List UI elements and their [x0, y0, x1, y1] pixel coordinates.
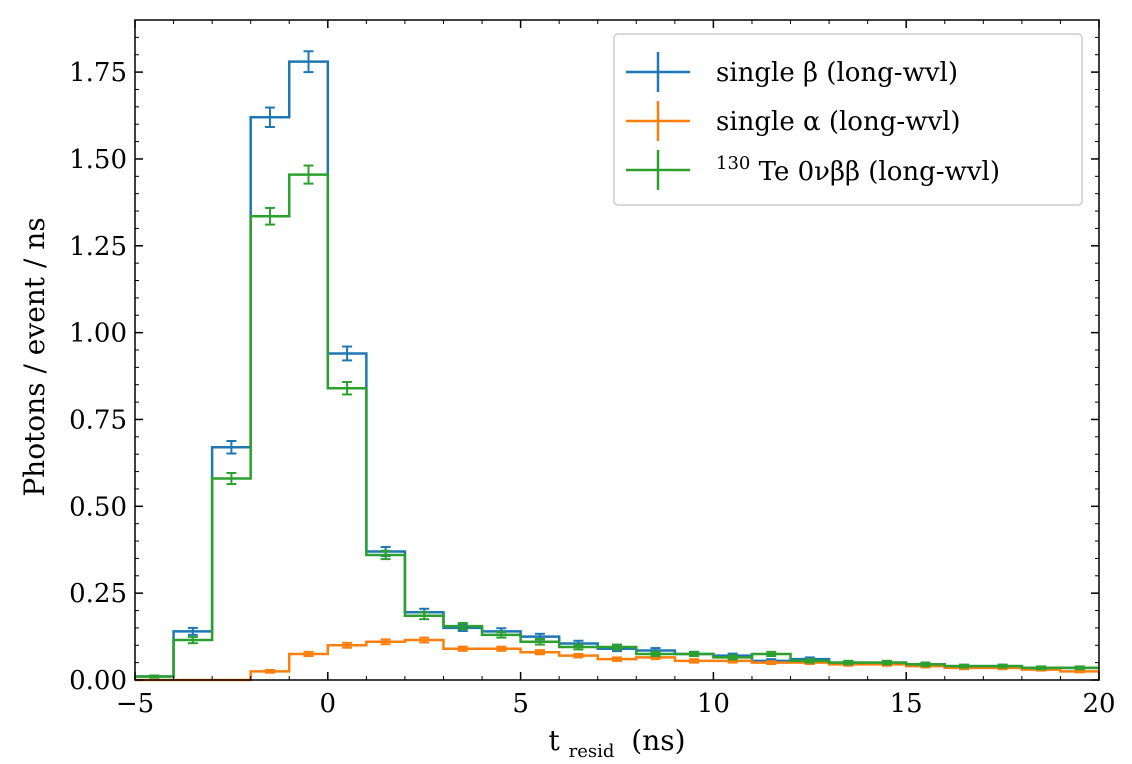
x-tick-label: 20	[1082, 689, 1115, 719]
y-tick-label: 0.00	[69, 666, 127, 696]
x-tick-label: 15	[890, 689, 923, 719]
series-2-errorbar-2	[226, 471, 237, 486]
series-2-errorbar-12	[612, 643, 622, 651]
x-axis-label-main: t	[548, 724, 560, 757]
series-1-errorbar-10	[534, 649, 545, 656]
series-2-errorbar-9	[496, 631, 507, 639]
series-1-errorbar-12	[612, 656, 622, 662]
series-1-errorbar-11	[573, 652, 584, 659]
y-tick-label: 0.50	[69, 492, 127, 522]
x-tick-label: −5	[116, 689, 154, 719]
series-1-errorbar-24	[1074, 669, 1085, 674]
series-2	[135, 164, 1099, 679]
plot-area	[135, 50, 1099, 682]
series-1-errorbar-3	[264, 668, 275, 674]
legend-label-beta: single β (long-wvl)	[716, 58, 958, 88]
y-tick-label: 1.00	[69, 319, 127, 349]
series-2-errorbar-4	[303, 164, 314, 185]
series-2-errorbar-8	[457, 622, 468, 631]
legend-label-te130-text: Te 0νββ (long-wvl)	[759, 157, 1000, 187]
legend: single β (long-wvl) single α (long-wvl) …	[613, 33, 1083, 206]
series-0-errorbar-2	[226, 440, 237, 455]
series-2-errorbar-3	[264, 206, 275, 226]
series-1-errorbar-6	[380, 638, 391, 646]
x-axis-label-subscript: resid	[569, 741, 615, 762]
x-tick-label: 0	[320, 689, 337, 719]
legend-label-te130-sup: 130	[716, 153, 750, 174]
series-0-errorbar-3	[264, 106, 275, 128]
series-2-errorbar-11	[573, 643, 584, 651]
legend-label-alpha: single α (long-wvl)	[716, 107, 961, 137]
y-tick-label: 1.50	[69, 145, 127, 175]
series-2-errorbar-21	[959, 663, 970, 669]
series-1-errorbar-8	[457, 645, 468, 652]
series-2-errorbar-18	[843, 659, 854, 666]
legend-entry-alpha: single α (long-wvl)	[626, 101, 961, 141]
series-2-errorbar-5	[342, 380, 353, 396]
series-0-errorbar-5	[342, 345, 353, 362]
series-2-errorbar-19	[881, 659, 892, 666]
series-1-errorbar-4	[303, 650, 314, 658]
axes: −5 0 5 10 15 20 0.00 0.25 0.50 0.75 1.00 1.25 1.50 1.…	[69, 19, 1116, 719]
y-tick-label: 0.25	[69, 579, 127, 609]
series-2-errorbar-22	[997, 663, 1008, 669]
series-1-errorbar-5	[342, 641, 353, 649]
series-2-errorbar-23	[1036, 665, 1047, 671]
series-1-errorbar-14	[689, 658, 700, 664]
series-0-errorbar-1	[187, 626, 198, 636]
series-2-step-line	[135, 173, 1099, 678]
x-tick-label: 10	[697, 689, 730, 719]
y-axis-label: Photons / event / ns	[18, 217, 51, 496]
legend-label-te130: 130 Te 0νββ (long-wvl)	[716, 146, 1000, 187]
series-1-errorbar-7	[419, 636, 430, 644]
y-tick-label: 1.75	[69, 58, 127, 88]
y-tick-label: 1.25	[69, 232, 127, 262]
series-2-errorbar-14	[689, 650, 700, 658]
series-2-errorbar-24	[1074, 665, 1085, 671]
series-2-errorbar-6	[380, 549, 391, 561]
legend-entry-te130: 130 Te 0νββ (long-wvl)	[626, 146, 1000, 190]
series-2-errorbar-13	[650, 650, 661, 658]
x-axis-label-unit: (ns)	[631, 724, 685, 757]
series-2-errorbar-1	[187, 635, 198, 645]
legend-frame	[613, 33, 1083, 206]
series-1-errorbar-9	[496, 645, 507, 652]
series-0-errorbar-4	[303, 50, 314, 74]
series-2-errorbar-20	[920, 661, 931, 668]
legend-entry-beta: single β (long-wvl)	[626, 52, 958, 92]
x-tick-label: 5	[512, 689, 529, 719]
series-1-errorbar-16	[766, 660, 777, 666]
series-2-errorbar-7	[419, 611, 430, 621]
series-2-errorbar-15	[727, 654, 738, 661]
series-2-errorbar-0	[149, 674, 160, 679]
series-2-errorbar-16	[766, 650, 777, 658]
series-2-errorbar-10	[534, 638, 545, 646]
series-2-errorbar-17	[804, 658, 815, 664]
y-tick-label: 0.75	[69, 405, 127, 435]
x-axis-label: t resid (ns)	[548, 724, 685, 764]
